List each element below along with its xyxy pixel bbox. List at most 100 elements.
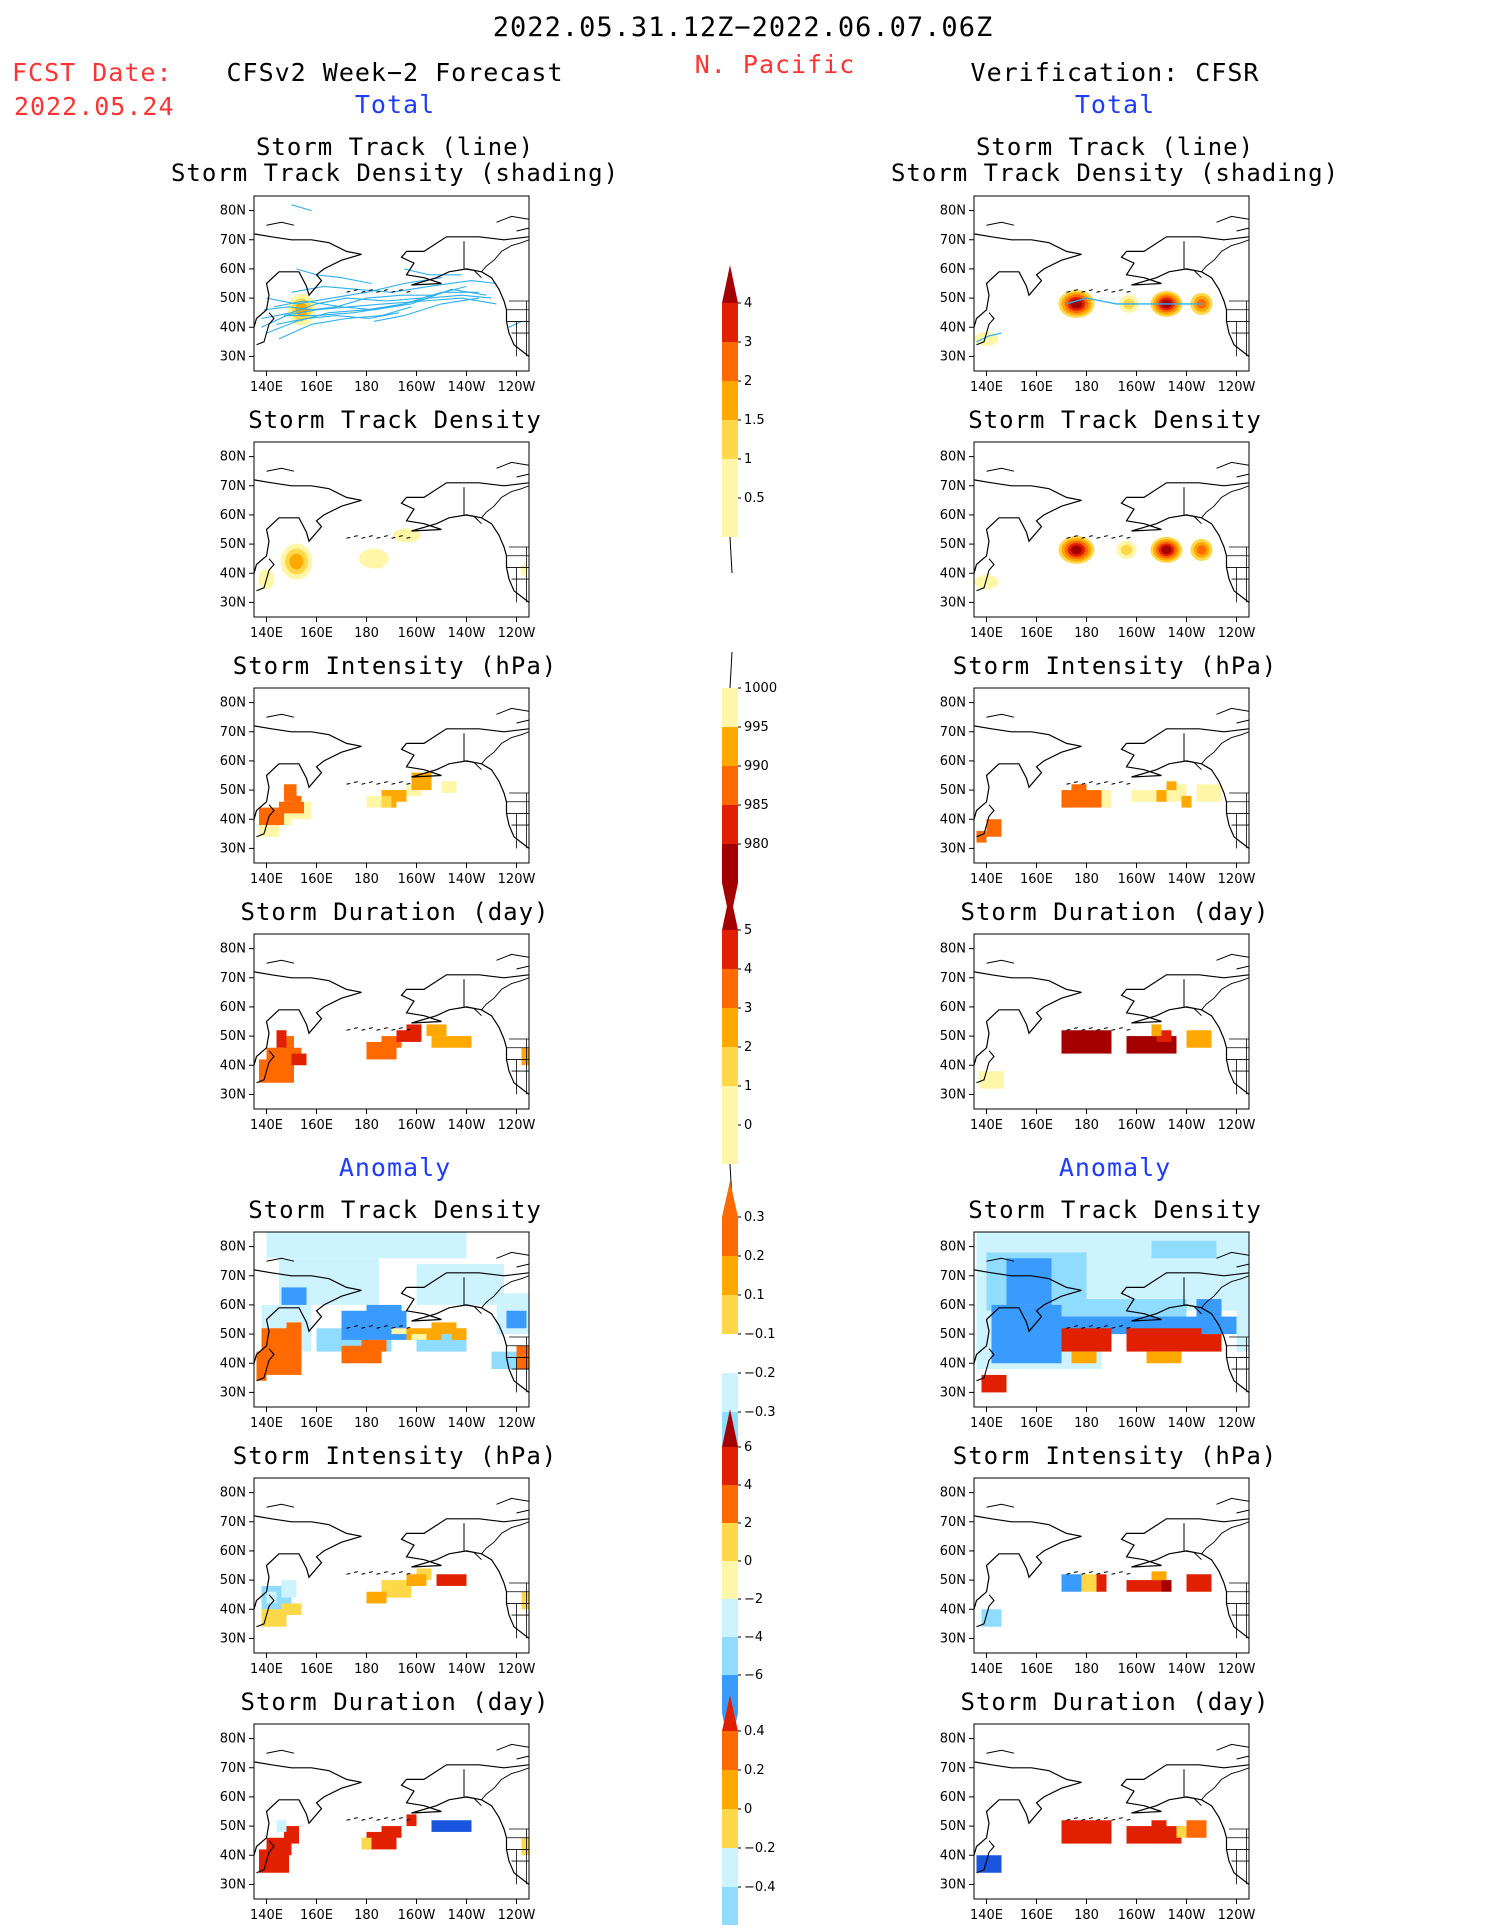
lat-tick-label: 50N <box>220 1327 246 1342</box>
arctic-island <box>516 965 529 970</box>
arctic-island <box>1236 473 1249 478</box>
alaska-panhandle-border <box>1183 514 1202 525</box>
lat-tick-label: 40N <box>220 1058 246 1073</box>
colorbar-label: 985 <box>744 798 769 813</box>
map-frame <box>973 1723 1250 1900</box>
lon-tick-label: 180 <box>354 1908 379 1923</box>
lat-tick-label: 40N <box>940 1602 966 1617</box>
lon-tick-label: 140E <box>970 872 1003 887</box>
aleutian-island <box>1096 1572 1101 1575</box>
colorbar-label: 990 <box>744 759 769 774</box>
aleutian-island <box>406 1326 411 1329</box>
aleutian-island <box>391 1818 396 1821</box>
aleutian-island <box>361 1572 366 1575</box>
lat-tick-label: 50N <box>220 1573 246 1588</box>
anomaly-cell <box>1186 1574 1212 1592</box>
colorbar-label: −0.4 <box>744 1880 776 1895</box>
storm-track-line <box>403 268 462 276</box>
aleutian-island <box>1088 1817 1093 1819</box>
colorbar-segment <box>722 1675 738 1713</box>
colorbar: 6 4 2 0 −2 −4 −6 <box>722 1409 763 1751</box>
lon-tick-label: 140E <box>250 1118 283 1133</box>
arctic-island <box>1236 1509 1249 1514</box>
anomaly-cell <box>406 1574 427 1586</box>
canada-coast <box>481 485 529 519</box>
aleutian-island <box>1073 781 1078 783</box>
colorbar-segment <box>722 688 738 727</box>
asia-coastline <box>254 1515 362 1610</box>
lat-tick-label: 70N <box>940 233 966 248</box>
lat-tick-label: 70N <box>940 971 966 986</box>
anomaly-cell <box>1061 1328 1112 1352</box>
anomaly-cell <box>521 1837 529 1856</box>
lat-tick-label: 30N <box>220 841 246 856</box>
map-content <box>254 1232 529 1393</box>
anomaly-cell <box>1186 1820 1207 1838</box>
lat-tick-label: 50N <box>940 291 966 306</box>
colorbar-segment <box>722 1256 738 1295</box>
lon-tick-label: 180 <box>1074 626 1099 641</box>
lat-tick-label: 40N <box>220 566 246 581</box>
lat-tick-label: 80N <box>220 1486 246 1501</box>
anomaly-cell <box>261 1609 287 1627</box>
aleutian-island <box>376 1818 381 1821</box>
lat-tick-label: 40N <box>220 812 246 827</box>
japan-coast <box>256 1594 275 1628</box>
anomaly-cell <box>1161 1580 1172 1592</box>
colorbar-segment <box>722 805 738 844</box>
aleutian-island <box>1081 1572 1086 1575</box>
japan-coast <box>256 1348 275 1382</box>
asia-coastline <box>974 1515 1082 1610</box>
aleutian-island <box>376 1028 381 1031</box>
anomaly-label-left: Anomaly <box>338 1153 452 1182</box>
aleutian-island <box>398 1027 403 1029</box>
duration-cell <box>431 1036 472 1048</box>
region-title: N. Pacific <box>694 50 856 79</box>
lat-tick-label: 30N <box>940 1631 966 1646</box>
lon-tick-label: 140E <box>250 872 283 887</box>
lon-tick-label: 160W <box>1118 626 1156 641</box>
aleutian-island <box>1111 1818 1116 1821</box>
lat-tick-label: 30N <box>940 349 966 364</box>
lat-tick-label: 50N <box>220 537 246 552</box>
lon-tick-label: 140E <box>970 626 1003 641</box>
alaska-panhandle-border <box>463 268 482 279</box>
anomaly-cell <box>506 1310 527 1329</box>
aleutian-island <box>1096 782 1101 785</box>
colorbar-segment <box>722 1373 738 1412</box>
intensity-cell <box>366 795 382 808</box>
alaska-panhandle-border <box>1183 1550 1202 1561</box>
storm-track-line <box>263 294 437 311</box>
aleutian-island <box>1111 1326 1116 1329</box>
japan-coast <box>256 1840 275 1874</box>
canada-coast <box>1201 1521 1249 1555</box>
lat-tick-label: 70N <box>940 1761 966 1776</box>
lon-tick-label: 120W <box>498 1908 536 1923</box>
storm-track-line <box>508 320 522 328</box>
lon-tick-label: 180 <box>1074 1662 1099 1677</box>
intensity-cell <box>976 830 987 843</box>
map-content <box>974 461 1249 603</box>
colorbar-label: 2 <box>744 1516 752 1531</box>
map-content <box>974 1497 1249 1639</box>
asia-coastline <box>974 479 1082 574</box>
canada-coast <box>481 1275 529 1309</box>
asia-coastline <box>974 725 1082 820</box>
aleutian-island <box>1126 536 1131 539</box>
lat-tick-label: 80N <box>220 450 246 465</box>
colorbar-label: 0.4 <box>744 1724 765 1739</box>
panel-title-anom-duration-left: Storm Duration (day) <box>240 1688 550 1716</box>
colorbar-label: 4 <box>744 296 752 311</box>
lon-tick-label: 160E <box>300 380 333 395</box>
aleutian-island <box>1073 1571 1078 1573</box>
panel-title-duration-right: Storm Duration (day) <box>960 898 1270 926</box>
lat-tick-label: 80N <box>940 696 966 711</box>
duration-cell <box>1186 1030 1212 1048</box>
lon-tick-label: 160W <box>398 1908 436 1923</box>
anomaly-cell <box>1061 1574 1082 1592</box>
map-content <box>254 707 529 849</box>
aleutian-island <box>383 1817 388 1819</box>
arctic-island <box>496 1743 529 1751</box>
aleutian-island <box>1126 1818 1131 1821</box>
aleutian-island <box>391 782 396 785</box>
